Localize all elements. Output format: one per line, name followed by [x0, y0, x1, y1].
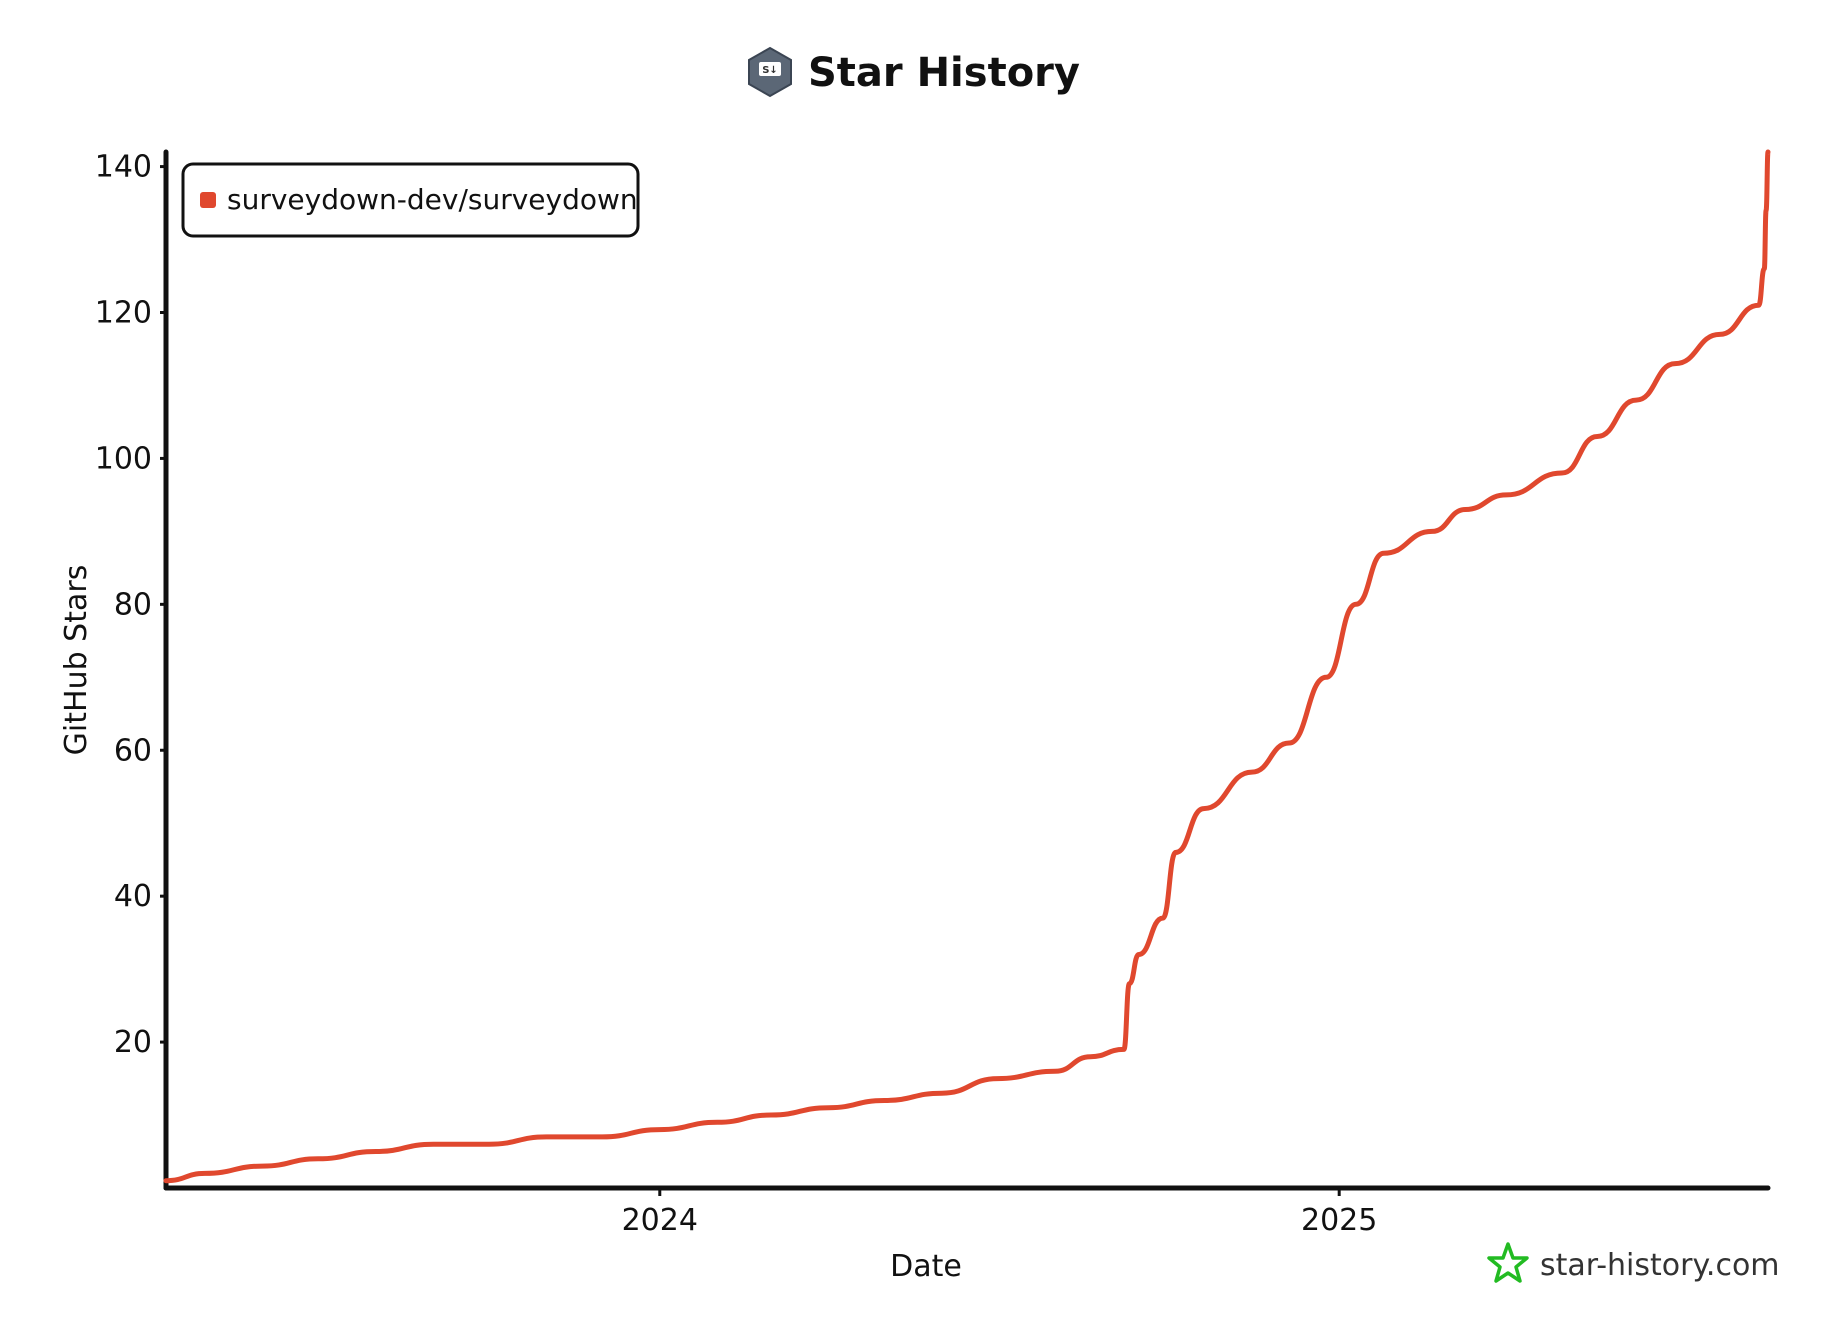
y-tick-label: 40: [114, 879, 152, 914]
x-tick-label: 2025: [1301, 1203, 1377, 1238]
chart-header: S↓ Star History: [748, 46, 1080, 98]
legend-box: [181, 162, 640, 238]
star-history-logo-icon: [1487, 1242, 1529, 1283]
logo-label: S↓: [762, 65, 778, 76]
y-tick-label: 80: [114, 587, 152, 622]
axes: [163, 149, 1771, 1191]
y-tick-label: 140: [95, 150, 152, 185]
x-axis-label: Date: [890, 1249, 962, 1284]
y-tick-label: 20: [114, 1025, 152, 1060]
legend-swatch: [200, 192, 216, 208]
series-line-0: [163, 149, 1771, 1184]
y-tick-label: 120: [95, 296, 152, 331]
chart-title: Star History: [808, 50, 1080, 96]
y-tick-label: 100: [95, 441, 152, 476]
y-tick-labels: 20 40 60 80 100 120 140: [95, 150, 166, 1060]
x-tick-labels: 2024 2025: [622, 1188, 1377, 1238]
legend-entry: surveydown-dev/surveydown: [227, 183, 638, 216]
surveydown-hex-logo-icon: S↓: [748, 46, 792, 98]
brand-text: star-history.com: [1540, 1248, 1780, 1283]
series-layer: [163, 149, 1771, 1184]
x-tick-label: 2024: [622, 1203, 698, 1238]
legend: surveydown-dev/surveydown: [181, 162, 640, 238]
y-axis-label: GitHub Stars: [59, 565, 94, 756]
brand: star-history.com: [1487, 1242, 1780, 1283]
y-tick-label: 60: [114, 733, 152, 768]
